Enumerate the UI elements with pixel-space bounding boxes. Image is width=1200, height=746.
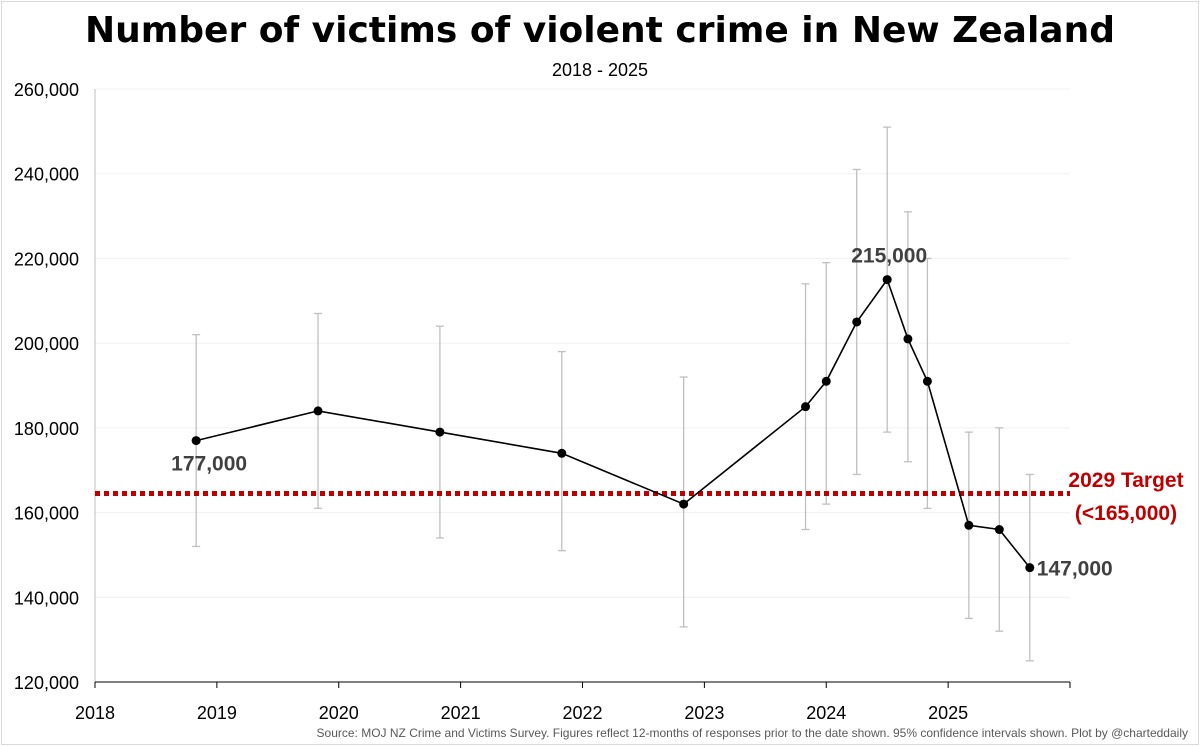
- data-label: 215,000: [851, 245, 927, 268]
- y-tick-label: 180,000: [14, 419, 79, 439]
- y-tick-label: 220,000: [14, 249, 79, 269]
- data-point: [903, 334, 913, 344]
- data-point: [994, 525, 1004, 535]
- x-tick-label: 2019: [197, 703, 237, 723]
- y-tick-label: 240,000: [14, 165, 79, 185]
- y-tick-label: 160,000: [14, 504, 79, 524]
- y-tick-label: 260,000: [14, 80, 79, 100]
- data-point: [557, 448, 567, 458]
- data-point: [801, 402, 811, 412]
- data-point: [1025, 563, 1035, 573]
- target-label-value: (<165,000): [1075, 502, 1177, 525]
- x-tick-label: 2024: [806, 703, 846, 723]
- data-point: [191, 436, 201, 446]
- chart-subtitle: 2018 - 2025: [551, 60, 649, 80]
- x-tick-label: 2025: [928, 703, 968, 723]
- x-tick-label: 2021: [441, 703, 481, 723]
- data-point: [435, 427, 445, 437]
- data-point: [679, 499, 689, 509]
- y-tick-label: 200,000: [14, 334, 79, 354]
- x-tick-label: 2022: [562, 703, 602, 723]
- data-point: [852, 317, 862, 327]
- x-tick-label: 2018: [75, 703, 115, 723]
- data-label: 177,000: [171, 453, 247, 476]
- series-line: [196, 277, 1031, 569]
- data-point: [882, 275, 892, 285]
- y-tick-label: 120,000: [14, 673, 79, 693]
- y-tick-label: 140,000: [14, 588, 79, 608]
- source-note: Source: MOJ NZ Crime and Victims Survey.…: [316, 726, 1188, 740]
- data-point: [922, 376, 932, 386]
- chart-title: Number of victims of violent crime in Ne…: [84, 10, 1115, 51]
- data-point: [313, 406, 323, 416]
- data-label: 147,000: [1037, 558, 1113, 581]
- x-tick-label: 2023: [684, 703, 724, 723]
- data-point: [964, 520, 974, 530]
- target-label: 2029 Target: [1068, 469, 1183, 492]
- x-tick-label: 2020: [319, 703, 359, 723]
- data-point: [821, 376, 831, 386]
